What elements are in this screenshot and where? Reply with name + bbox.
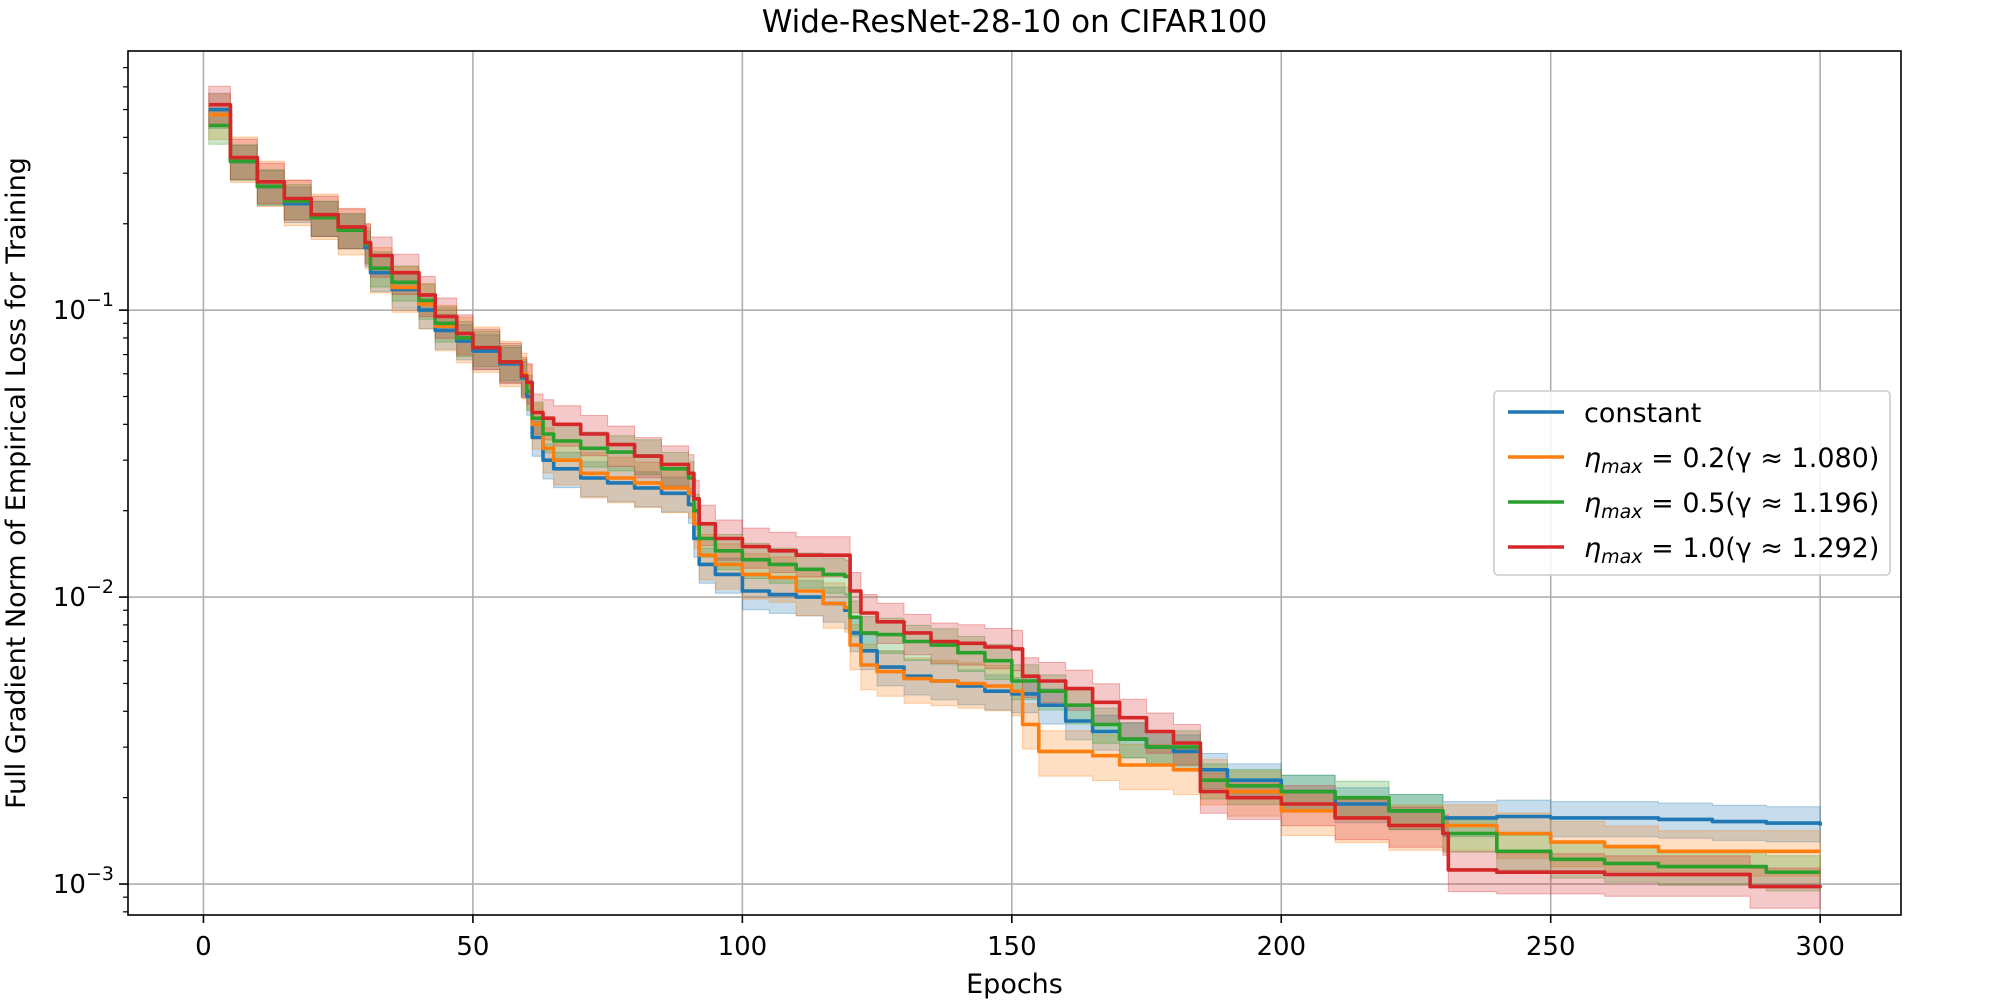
plot-frame [127, 50, 1902, 916]
x-tick-label: 0 [195, 932, 212, 962]
legend-label: ηmax = 1.0(γ ≈ 1.292) [1584, 533, 1879, 568]
series-line-2 [208, 123, 1821, 874]
x-tick-label: 150 [987, 932, 1037, 962]
x-tick-label: 100 [718, 932, 768, 962]
legend-entry-1: ηmax = 0.2(γ ≈ 1.080) [1508, 443, 1879, 478]
y-axis-label: Full Gradient Norm of Empirical Loss for… [1, 157, 32, 809]
legend-label: ηmax = 0.2(γ ≈ 1.080) [1584, 443, 1879, 478]
series-line-3 [208, 102, 1822, 889]
legend-label: constant [1584, 398, 1701, 429]
x-tick-label: 300 [1795, 932, 1845, 962]
x-tick-label: 50 [456, 932, 489, 962]
chart-title: Wide-ResNet-28-10 on CIFAR100 [762, 4, 1268, 40]
series-band-3 [208, 85, 1821, 910]
series-lines [208, 102, 1822, 889]
legend-entry-3: ηmax = 1.0(γ ≈ 1.292) [1508, 533, 1879, 568]
y-tick-label: 10−1 [53, 289, 114, 326]
x-tick-label: 250 [1526, 932, 1576, 962]
legend-label: ηmax = 0.5(γ ≈ 1.196) [1584, 488, 1879, 523]
legend-box [1493, 390, 1891, 576]
y-axis-ticks: 10−1 10−2 10−3 [53, 67, 128, 913]
legend: constant ηmax = 0.2(γ ≈ 1.080) ηmax = 0.5(… [1493, 390, 1891, 576]
x-axis-label: Epochs [966, 969, 1063, 1000]
x-tick-label: 200 [1256, 932, 1306, 962]
y-tick-label: 10−2 [53, 576, 114, 613]
y-tick-label: 10−3 [53, 863, 114, 900]
x-axis-ticks: 0 50 100 150 200 250 300 [195, 915, 1845, 962]
legend-entry-2: ηmax = 0.5(γ ≈ 1.196) [1508, 488, 1879, 523]
legend-entry-0: constant [1508, 398, 1701, 429]
